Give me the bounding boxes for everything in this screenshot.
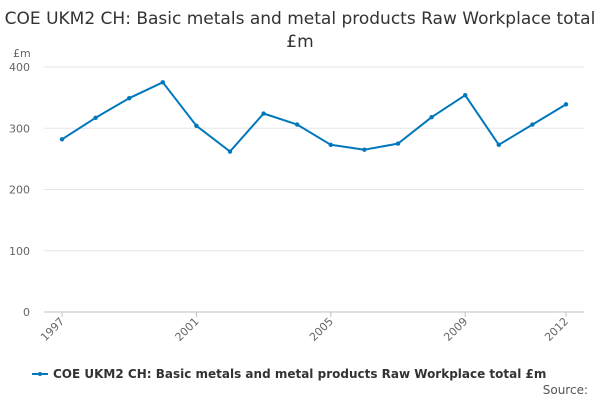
data-point <box>261 111 266 116</box>
chart-title: COE UKM2 CH: Basic metals and metal prod… <box>4 9 596 52</box>
y-tick-label: 400 <box>9 61 30 74</box>
x-tick-label: 2012 <box>542 315 571 344</box>
y-tick-label: 100 <box>9 245 30 258</box>
data-point <box>127 96 132 101</box>
data-point <box>59 137 65 142</box>
x-axis: 1997 2001 2005 2009 2012 <box>38 312 571 344</box>
series-line <box>61 81 567 153</box>
data-point <box>563 102 569 107</box>
gridlines <box>44 66 584 313</box>
data-point <box>93 115 98 121</box>
data-point <box>362 147 367 152</box>
y-tick-label: 200 <box>9 184 30 197</box>
y-tick-label: 0 <box>23 306 30 319</box>
data-point <box>295 122 300 127</box>
y-tick-label: 300 <box>9 122 30 135</box>
x-tick-label: 2005 <box>307 315 336 344</box>
x-tick-label: 1997 <box>38 315 67 344</box>
data-point <box>227 149 233 154</box>
data-point <box>328 142 333 147</box>
data-point <box>194 123 199 128</box>
legend-label: COE UKM2 CH: Basic metals and metal prod… <box>53 367 547 381</box>
y-axis-label: £m <box>13 47 31 60</box>
data-point <box>429 115 434 120</box>
x-tick-label: 2009 <box>441 315 470 344</box>
data-point <box>496 142 501 147</box>
data-point <box>463 92 468 98</box>
source-label: Source: <box>542 383 588 397</box>
legend-line-icon <box>32 368 48 380</box>
y-axis: £m 0 100 200 300 400 <box>9 47 31 319</box>
x-tick-label: 2001 <box>173 315 202 344</box>
data-point <box>395 141 401 146</box>
legend[interactable]: COE UKM2 CH: Basic metals and metal prod… <box>32 366 546 382</box>
data-point <box>160 80 165 85</box>
data-point <box>530 122 535 127</box>
plot-area <box>59 80 569 154</box>
